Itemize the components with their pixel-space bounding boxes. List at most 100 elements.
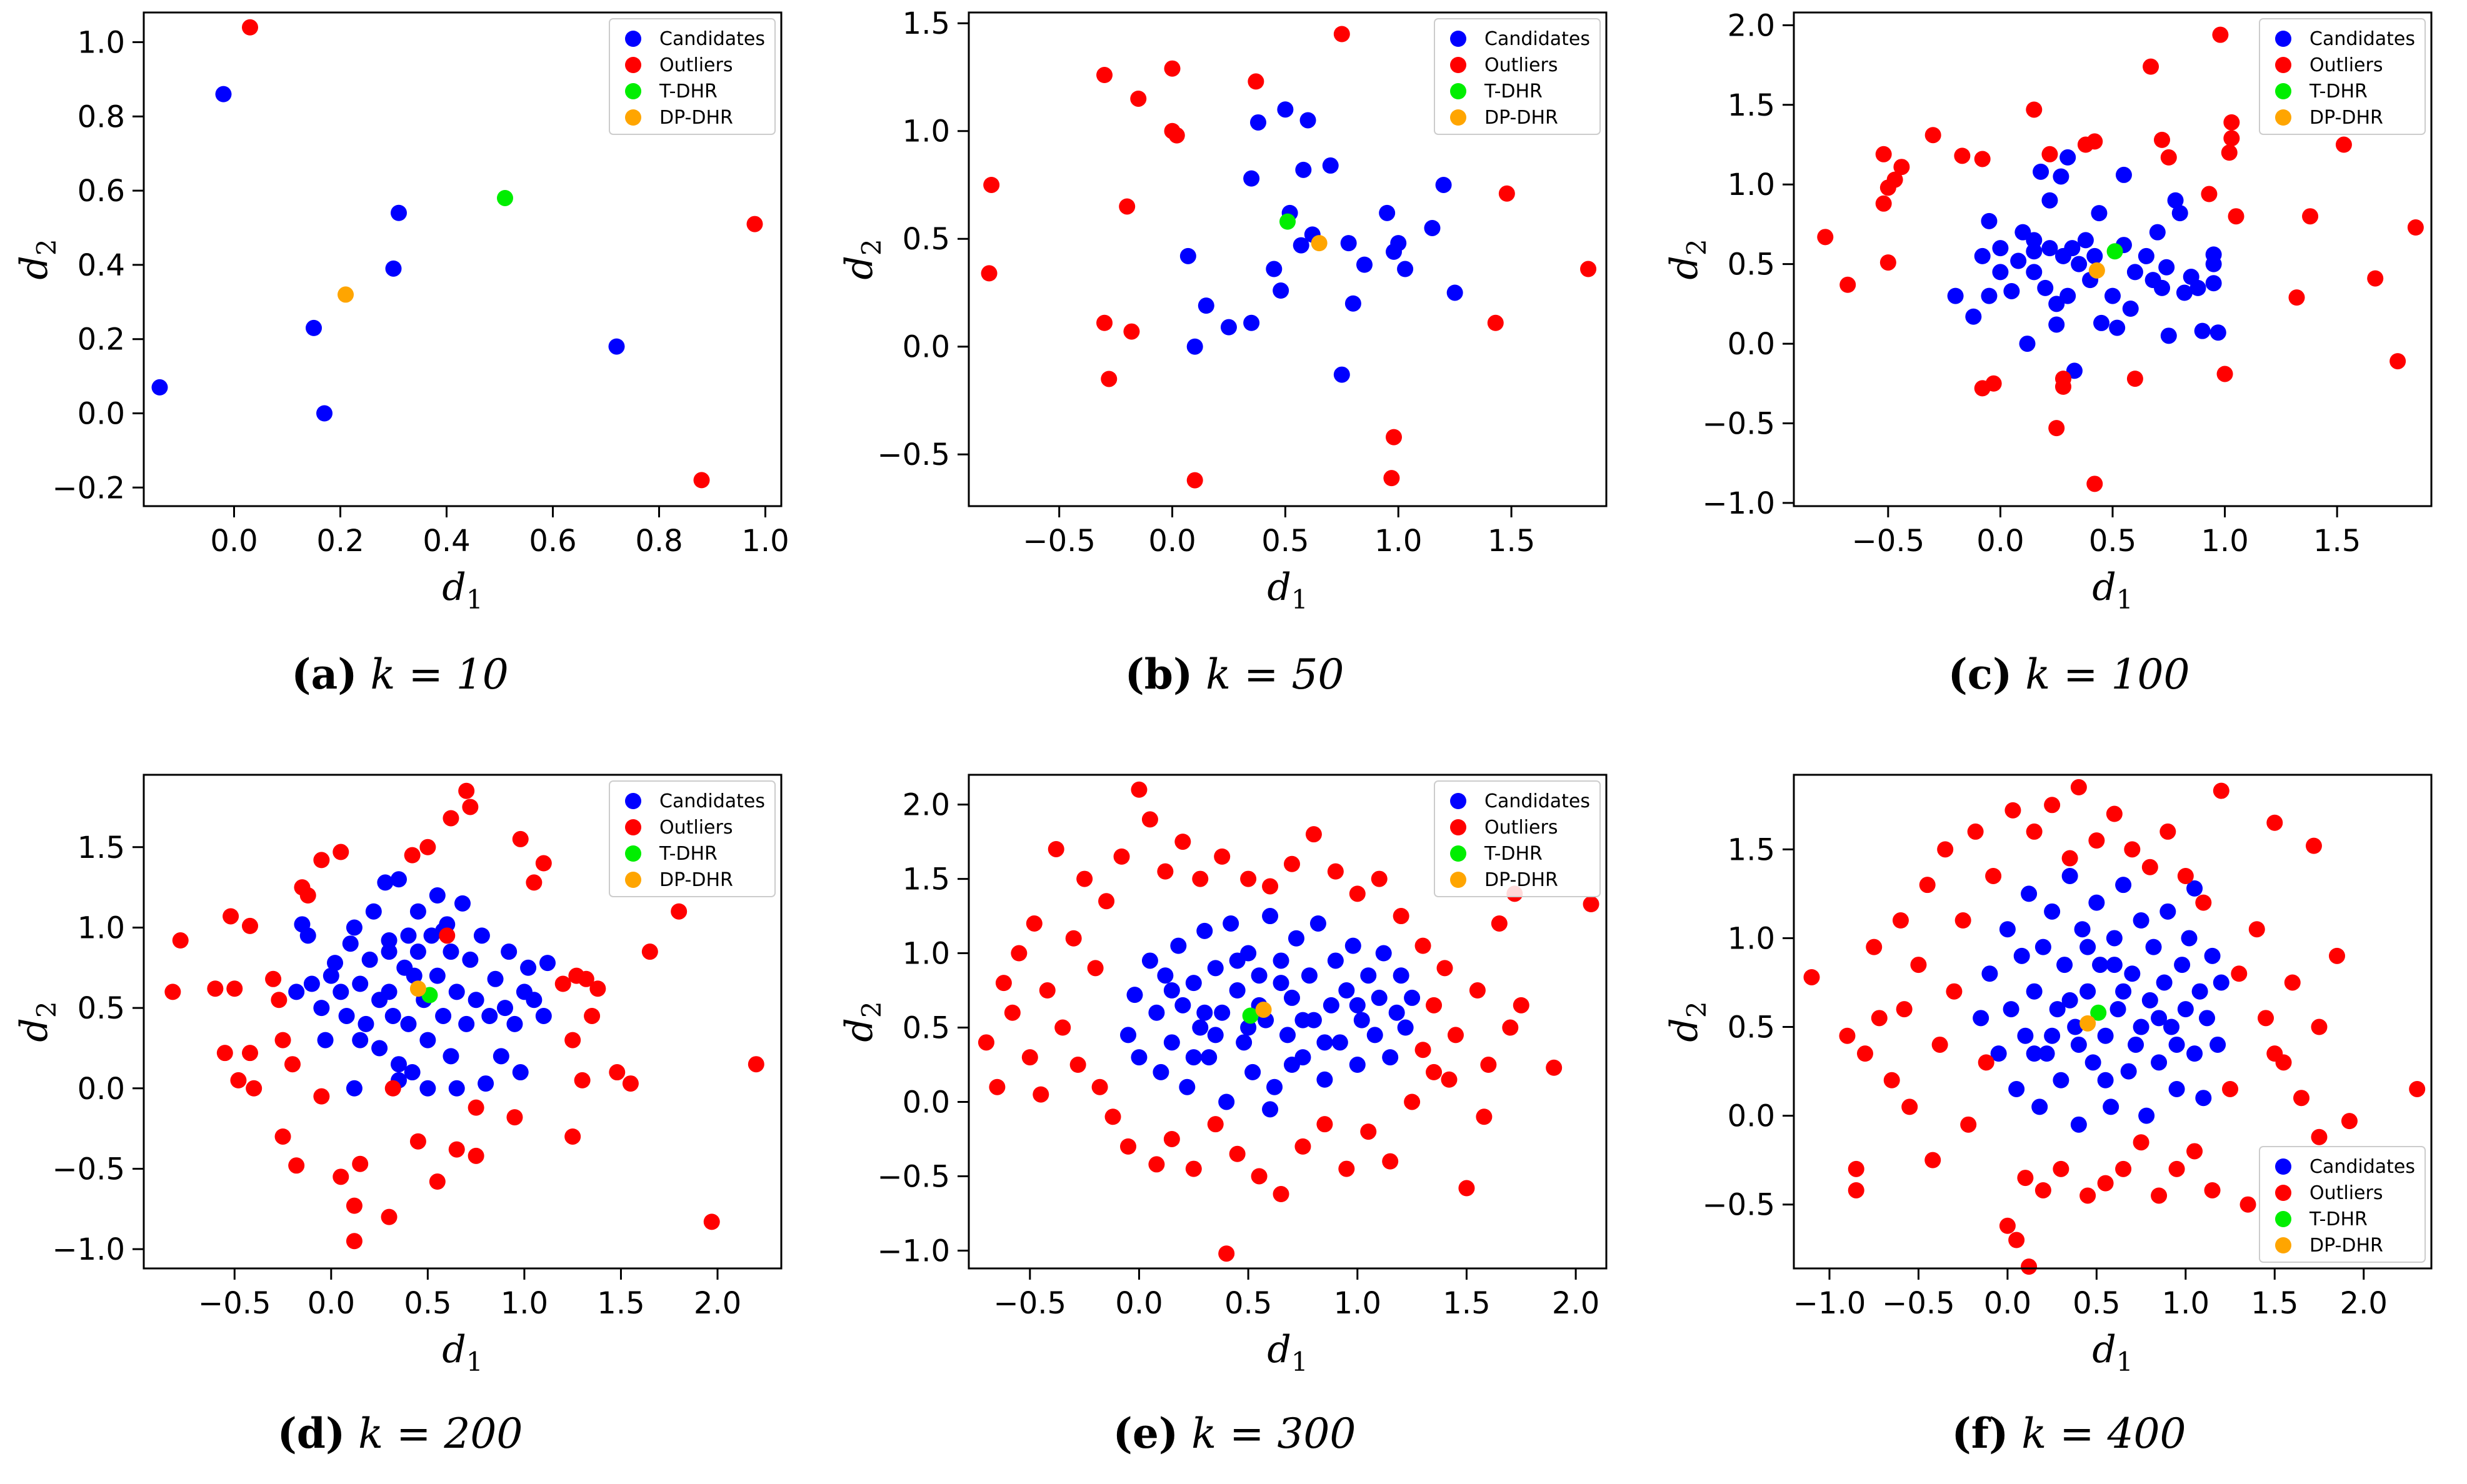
point-candidates — [1207, 1027, 1224, 1043]
point-candidates — [2033, 163, 2049, 180]
point-outliers — [1896, 1001, 1913, 1018]
point-outliers — [2239, 1196, 2256, 1213]
point-outliers — [2248, 921, 2265, 938]
legend-marker-t-dhr — [625, 845, 641, 862]
x-tick-label: 0.4 — [423, 524, 470, 559]
legend-label: Candidates — [2309, 1156, 2415, 1178]
point-candidates — [1288, 930, 1304, 947]
point-outliers — [2212, 26, 2229, 43]
y-axis-label: d2 — [1663, 239, 1712, 279]
point-outliers — [1096, 314, 1113, 331]
point-candidates — [487, 970, 504, 987]
point-outliers — [1886, 171, 1903, 188]
point-candidates — [1393, 967, 1409, 984]
point-outliers — [1026, 915, 1043, 932]
point-outliers — [1383, 470, 1400, 487]
point-candidates — [2115, 877, 2132, 894]
point-candidates — [2049, 1001, 2066, 1018]
point-candidates — [526, 992, 543, 1008]
point-candidates — [151, 379, 168, 396]
point-candidates — [2026, 1045, 2043, 1062]
point-candidates — [2053, 168, 2069, 185]
point-outliers — [2311, 1018, 2328, 1035]
point-outliers — [641, 944, 658, 960]
point-outliers — [242, 1045, 258, 1062]
point-candidates — [2070, 1116, 2087, 1133]
legend-label: DP-DHR — [2309, 107, 2383, 129]
legend-label: Outliers — [659, 817, 733, 839]
series-outliers — [1803, 779, 2426, 1275]
point-outliers — [564, 1128, 581, 1145]
point-outliers — [1349, 885, 1366, 902]
scatter-panel-e: −0.5 0.0 0.5 1.0 1.5 2.0 −1.0 −0.5 0.0 0.5 1.0 1.5 2… — [825, 762, 1638, 1387]
point-outliers — [1839, 1027, 1856, 1044]
x-axis-label: d1 — [442, 565, 483, 615]
point-candidates — [2133, 1018, 2149, 1035]
legend-label: T-DHR — [659, 81, 718, 102]
caption-equation: k = 400 — [2021, 1410, 2186, 1458]
point-candidates — [1344, 295, 1361, 312]
point-outliers — [2088, 832, 2105, 849]
x-tick-label: −0.5 — [994, 1286, 1067, 1321]
point-outliers — [468, 1147, 484, 1164]
point-outliers — [1130, 90, 1147, 107]
point-outliers — [1871, 1010, 1888, 1027]
point-outliers — [693, 472, 710, 489]
legend-marker-candidates — [625, 793, 641, 809]
y-tick-label: −0.5 — [52, 1152, 125, 1187]
point-outliers — [1901, 1098, 1918, 1115]
point-candidates — [2174, 957, 2191, 974]
point-outliers — [1960, 1116, 1977, 1133]
point-outliers — [246, 1080, 263, 1097]
x-tick-label: 0.5 — [404, 1286, 451, 1321]
point-outliers — [1441, 1071, 1458, 1088]
legend-marker-t-dhr — [625, 83, 641, 99]
point-candidates — [2159, 903, 2176, 920]
point-candidates — [2163, 1018, 2180, 1035]
point-candidates — [2091, 205, 2108, 222]
x-tick-label: −0.5 — [1882, 1286, 1955, 1321]
point-candidates — [1223, 915, 1239, 932]
point-candidates — [2021, 885, 2038, 902]
point-outliers — [564, 1032, 581, 1048]
point-candidates — [435, 1007, 452, 1024]
series-dp-dhr — [1255, 1001, 1272, 1018]
scatter-svg-d: −0.5 0.0 0.5 1.0 1.5 2.0 −1.0 −0.5 0.0 0.5 1.0 1.5 d… — [13, 774, 783, 1377]
point-candidates — [1207, 960, 1224, 977]
y-tick-label: −0.2 — [52, 471, 125, 505]
point-candidates — [1126, 987, 1143, 1003]
series-dp-dhr — [338, 286, 354, 303]
legend-label: Outliers — [1484, 817, 1558, 839]
legend-marker-dp-dhr — [2275, 109, 2291, 126]
point-candidates — [2048, 296, 2065, 312]
point-candidates — [409, 944, 426, 960]
legend-marker-dp-dhr — [2275, 1237, 2291, 1253]
point-outliers — [2133, 1134, 2149, 1151]
y-tick-label: 1.5 — [1728, 832, 1775, 867]
point-candidates — [512, 1064, 529, 1081]
point-candidates — [1390, 235, 1407, 252]
point-candidates — [2019, 336, 2036, 352]
x-axis-label: d1 — [442, 1328, 483, 1377]
point-candidates — [2026, 243, 2043, 260]
point-outliers — [1273, 1186, 1289, 1203]
point-candidates — [2191, 983, 2208, 1000]
point-candidates — [2209, 1036, 2226, 1053]
point-outliers — [1207, 1116, 1224, 1133]
y-tick-label: −0.5 — [877, 437, 950, 472]
point-candidates — [1316, 1034, 1333, 1051]
point-candidates — [1266, 261, 1283, 277]
x-tick-label: 0.5 — [1224, 1286, 1272, 1321]
x-axis-label: d1 — [2092, 565, 2133, 615]
point-candidates — [2124, 965, 2141, 982]
legend-marker-outliers — [1450, 819, 1466, 835]
point-outliers — [2341, 1113, 2358, 1130]
legend-marker-candidates — [1450, 793, 1466, 809]
point-candidates — [2167, 192, 2184, 209]
point-outliers — [1120, 1138, 1136, 1155]
point-outliers — [1327, 863, 1344, 880]
legend-marker-outliers — [625, 57, 641, 73]
point-outliers — [1251, 1168, 1268, 1185]
point-candidates — [1244, 1063, 1261, 1080]
point-outliers — [1856, 1045, 1873, 1062]
